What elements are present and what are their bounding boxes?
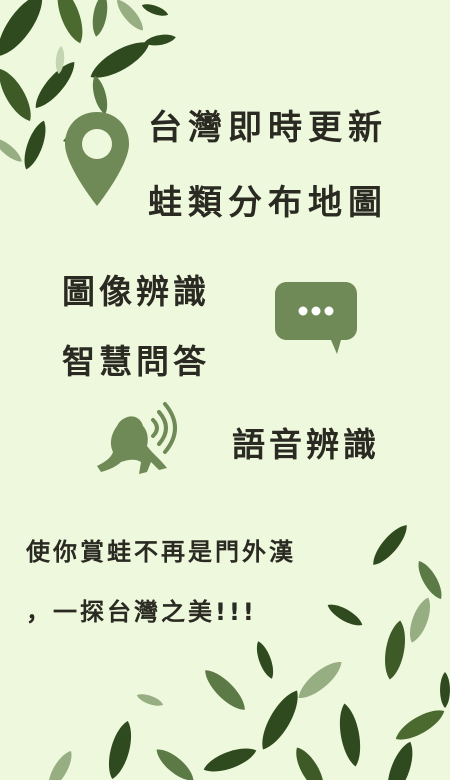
- tagline-line-1: 使你賞蛙不再是門外漢: [26, 538, 296, 566]
- chat-bubble-icon: [275, 282, 357, 354]
- headline-line-2: 蛙類分布地圖: [148, 183, 388, 223]
- headline-line-1: 台灣即時更新: [148, 108, 388, 148]
- feature-smart-qa: 智慧問答: [62, 342, 210, 381]
- tagline-line-2: ，一探台灣之美!!!: [26, 598, 257, 626]
- frog-sound-icon: [97, 402, 177, 474]
- feature-voice-recognition: 語音辨識: [232, 425, 380, 464]
- feature-image-recognition: 圖像辨識: [62, 272, 210, 311]
- location-pin-icon: [65, 112, 129, 206]
